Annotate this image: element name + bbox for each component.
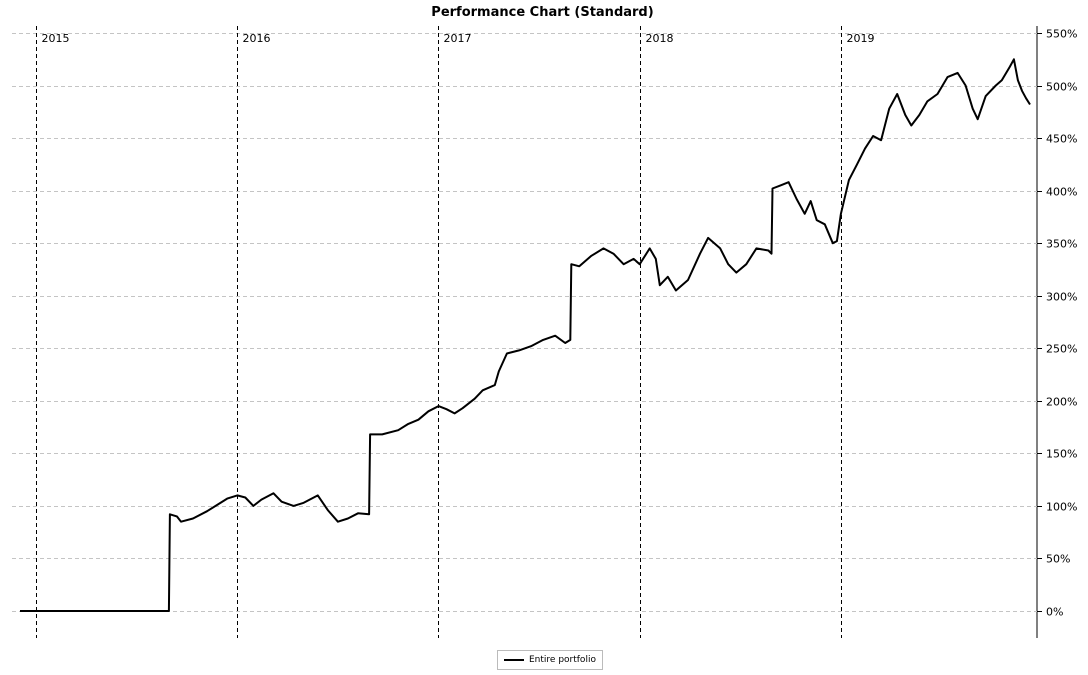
legend: Entire portfolio bbox=[497, 650, 603, 670]
series-line-entire-portfolio bbox=[20, 58, 1031, 612]
y-tick-label: 50% bbox=[1046, 553, 1070, 566]
y-axis: 0% 50% 100% 150% 200% 250% 300% 350% 400% 450% 500… bbox=[1037, 28, 1077, 619]
year-gridlines bbox=[36, 26, 842, 638]
y-tick-label: 250% bbox=[1046, 343, 1077, 356]
year-label: 2016 bbox=[243, 32, 271, 45]
y-tick-label: 400% bbox=[1046, 186, 1077, 199]
year-label: 2019 bbox=[847, 32, 875, 45]
y-gridlines bbox=[12, 33, 1037, 612]
legend-label: Entire portfolio bbox=[529, 655, 596, 665]
y-tick-label: 350% bbox=[1046, 238, 1077, 251]
series-layer bbox=[20, 58, 1031, 612]
y-tick-label: 450% bbox=[1046, 133, 1077, 146]
year-labels: 2015 2016 2017 2018 2019 bbox=[42, 32, 875, 45]
year-label: 2017 bbox=[444, 32, 472, 45]
y-tick-label: 0% bbox=[1046, 606, 1063, 619]
y-tick-label: 200% bbox=[1046, 396, 1077, 409]
y-tick-label: 300% bbox=[1046, 291, 1077, 304]
y-tick-label: 150% bbox=[1046, 448, 1077, 461]
year-label: 2018 bbox=[646, 32, 674, 45]
y-tick-label: 550% bbox=[1046, 28, 1077, 41]
legend-swatch bbox=[504, 659, 524, 661]
y-tick-label: 500% bbox=[1046, 81, 1077, 94]
chart-title: Performance Chart (Standard) bbox=[431, 5, 654, 20]
y-tick-label: 100% bbox=[1046, 501, 1077, 514]
year-label: 2015 bbox=[42, 32, 70, 45]
